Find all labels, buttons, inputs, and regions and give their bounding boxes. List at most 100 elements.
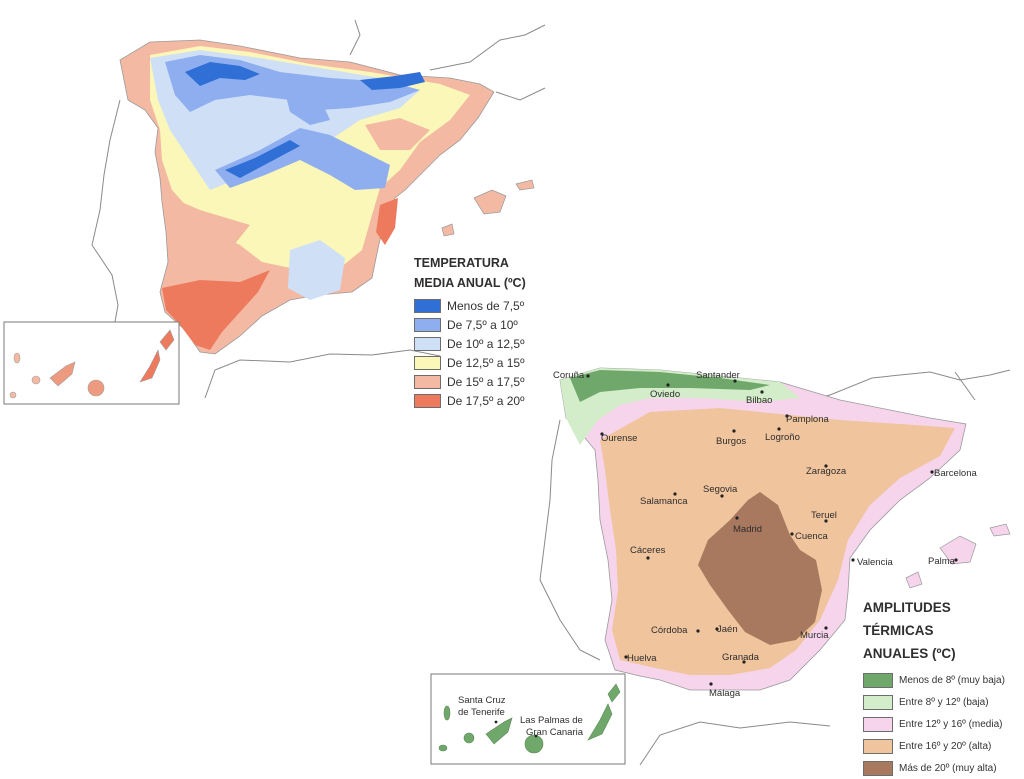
temp-zone-17-20-south xyxy=(162,270,270,350)
balearic-menorca-2 xyxy=(989,523,1011,537)
temp-zone-below-7-pyrenees xyxy=(360,72,425,90)
amp-zone-above-20 xyxy=(698,492,822,645)
amplitude-legend-item: Más de 20º (muy alta) xyxy=(863,757,1005,779)
amplitude-legend-swatch xyxy=(863,716,893,732)
temperature-legend-item: De 17,5º a 20º xyxy=(414,391,526,410)
label-santa-cruz-2: de Tenerife xyxy=(458,707,505,718)
france-coastline-1 xyxy=(349,19,546,101)
city-label-burgos: Burgos xyxy=(716,436,746,447)
temperature-legend-title-2: MEDIA ANUAL (ºC) xyxy=(414,276,526,290)
balearic-ibiza-1 xyxy=(441,223,455,237)
amplitude-legend-swatch xyxy=(863,672,893,688)
amp-zone-below-8 xyxy=(570,370,770,402)
temp-zone-10-12-south xyxy=(288,240,345,300)
city-label-bilbao: Bilbao xyxy=(746,395,772,406)
temperature-legend-item: De 7,5º a 10º xyxy=(414,315,526,334)
label-las-palmas-2: Gran Canaria xyxy=(526,727,584,738)
label-santa-cruz-1: Santa Cruz xyxy=(458,695,506,706)
temp-zone-below-7-central xyxy=(225,140,300,178)
city-label-barcelona: Barcelona xyxy=(934,468,977,479)
temperature-legend-swatch xyxy=(414,317,441,332)
africa-coastline-1 xyxy=(204,349,441,399)
city-label-pamplona: Pamplona xyxy=(786,414,829,425)
amplitude-legend-swatch xyxy=(863,738,893,754)
city-markers: Coruña Santander Oviedo Bilbao Pamplona … xyxy=(553,370,977,699)
amplitude-legend-items: Menos de 8º (muy baja) Entre 8º y 12º (ba… xyxy=(863,669,1005,779)
temp-zone-15-17-ebro xyxy=(365,118,430,150)
temperature-legend-swatch xyxy=(414,336,441,351)
city-label-malaga: Málaga xyxy=(709,688,741,699)
amplitude-legend-label: Menos de 8º (muy baja) xyxy=(899,674,1005,686)
amplitude-legend-swatch xyxy=(863,694,893,710)
balearic-ibiza-2 xyxy=(905,571,923,589)
city-label-cuenca: Cuenca xyxy=(795,531,828,542)
temperature-legend-label: De 7,5º a 10º xyxy=(447,317,518,332)
amplitude-legend-label: Entre 16º y 20º (alta) xyxy=(899,740,992,752)
temperature-legend-label: De 17,5º a 20º xyxy=(447,393,525,408)
city-label-segovia: Segovia xyxy=(703,484,738,495)
amplitude-legend-swatch xyxy=(863,760,893,776)
city-label-jaen: Jaén xyxy=(717,624,738,635)
temperature-legend-item: De 12,5º a 15º xyxy=(414,353,526,372)
city-label-valencia: Valencia xyxy=(857,557,893,568)
amplitude-legend-item: Entre 12º y 16º (media) xyxy=(863,713,1005,735)
city-label-madrid: Madrid xyxy=(733,524,762,535)
amplitude-legend-title-1: AMPLITUDES xyxy=(863,600,951,615)
amplitude-legend-label: Entre 8º y 12º (baja) xyxy=(899,696,989,708)
temperature-legend-label: Menos de 7,5º xyxy=(447,298,525,313)
amplitude-legend-label: Entre 12º y 16º (media) xyxy=(899,718,1003,730)
temp-zone-17-20-east xyxy=(376,198,398,245)
temperature-legend-swatch xyxy=(414,298,441,313)
city-label-salamanca: Salamanca xyxy=(640,496,688,507)
temperature-legend-swatch xyxy=(414,355,441,370)
temperature-legend-swatch xyxy=(414,393,441,408)
city-label-zaragoza: Zaragoza xyxy=(806,466,847,477)
amplitude-legend-item: Entre 8º y 12º (baja) xyxy=(863,691,1005,713)
city-label-ourense: Ourense xyxy=(601,433,637,444)
portugal-outline-1 xyxy=(91,99,121,323)
amplitude-legend: AMPLITUDES TÉRMICAS ANUALES (ºC) Menos d… xyxy=(863,600,1005,779)
temperature-legend-item: Menos de 7,5º xyxy=(414,296,526,315)
city-label-teruel: Teruel xyxy=(811,510,837,521)
france-coastline-2 xyxy=(789,369,1011,406)
temp-zone-below-7 xyxy=(185,62,260,86)
temperature-legend-title-1: TEMPERATURA xyxy=(414,256,509,270)
canary-islands-1 xyxy=(9,329,175,399)
amplitude-map: Coruña Santander Oviedo Bilbao Pamplona … xyxy=(430,367,1011,766)
temperature-legend-swatch xyxy=(414,374,441,389)
amplitude-legend-title-3: ANUALES (ºC) xyxy=(863,646,956,661)
city-label-oviedo: Oviedo xyxy=(650,389,680,400)
label-las-palmas-1: Las Palmas de xyxy=(520,715,583,726)
temp-zone-7-10-iberico xyxy=(285,92,330,125)
amplitude-legend-label: Más de 20º (muy alta) xyxy=(899,762,997,774)
temperature-legend: TEMPERATURA MEDIA ANUAL (ºC) Menos de 7,… xyxy=(414,256,526,410)
amplitude-legend-item: Entre 16º y 20º (alta) xyxy=(863,735,1005,757)
city-label-huelva: Huelva xyxy=(627,653,657,664)
amplitude-legend-title-2: TÉRMICAS xyxy=(863,623,934,638)
amplitude-legend-item: Menos de 8º (muy baja) xyxy=(863,669,1005,691)
city-label-granada: Granada xyxy=(722,652,760,663)
temp-zone-15-17-west xyxy=(165,195,250,250)
canary-islands-2 xyxy=(438,683,621,754)
temperature-legend-item: De 10º a 12,5º xyxy=(414,334,526,353)
city-label-cordoba: Córdoba xyxy=(651,625,688,636)
africa-coastline-2 xyxy=(639,721,831,766)
temperature-legend-items: Menos de 7,5º De 7,5º a 10º De 10º a 12,5º… xyxy=(414,296,526,410)
city-label-coruna: Coruña xyxy=(553,370,585,381)
balearic-mallorca-1 xyxy=(473,189,507,215)
temperature-map xyxy=(3,19,546,405)
temp-zone-7-10-central xyxy=(215,128,390,190)
city-label-murcia: Murcia xyxy=(800,630,829,641)
balearic-menorca-1 xyxy=(515,179,535,191)
temperature-legend-label: De 12,5º a 15º xyxy=(447,355,525,370)
city-label-palma: Palma xyxy=(928,556,956,567)
temperature-legend-item: De 15º a 17,5º xyxy=(414,372,526,391)
city-label-caceres: Cáceres xyxy=(630,545,666,556)
balearic-mallorca-2 xyxy=(939,535,977,565)
temperature-legend-label: De 15º a 17,5º xyxy=(447,374,525,389)
portugal-outline-2 xyxy=(539,419,601,661)
city-label-logrono: Logroño xyxy=(765,432,800,443)
temperature-legend-label: De 10º a 12,5º xyxy=(447,336,525,351)
city-label-santander: Santander xyxy=(696,370,740,381)
